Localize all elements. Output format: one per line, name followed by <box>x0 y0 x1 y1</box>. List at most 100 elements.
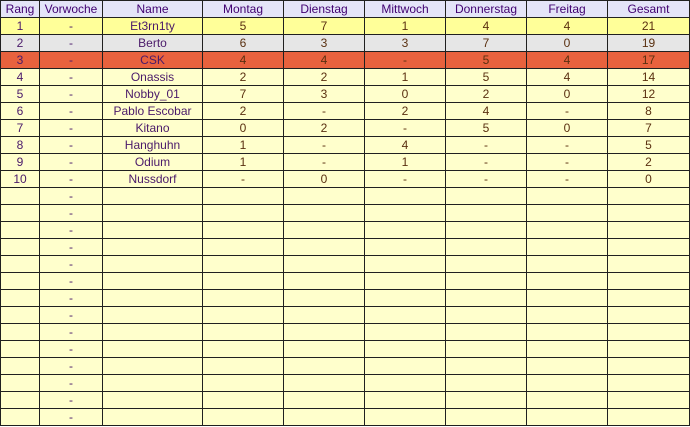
cell-name <box>102 408 203 426</box>
cell-name <box>102 323 203 341</box>
cell-thursday: 5 <box>445 51 527 69</box>
cell-rank <box>0 221 40 239</box>
cell-previous-week: - <box>39 238 103 256</box>
cell-tuesday: 4 <box>283 51 365 69</box>
cell-wednesday <box>364 374 446 392</box>
cell-monday: 2 <box>202 102 284 120</box>
cell-name: Nussdorf <box>102 170 203 188</box>
column-header-wednesday[interactable]: Mittwoch <box>364 0 446 18</box>
cell-friday <box>526 255 608 273</box>
cell-rank <box>0 306 40 324</box>
cell-friday: 4 <box>526 17 608 35</box>
column-header-monday[interactable]: Montag <box>202 0 284 18</box>
cell-previous-week: - <box>39 357 103 375</box>
cell-total <box>607 238 690 256</box>
cell-name: Odium <box>102 153 203 171</box>
table-row: 7- Kitano 0 2-5 0 7 <box>0 119 690 137</box>
cell-name: Kitano <box>102 119 203 137</box>
cell-rank: 3 <box>0 51 40 69</box>
cell-rank <box>0 255 40 273</box>
cell-friday <box>526 187 608 205</box>
cell-thursday: 5 <box>445 68 527 86</box>
cell-previous-week: - <box>39 204 103 222</box>
cell-friday: - <box>526 153 608 171</box>
cell-previous-week: - <box>39 68 103 86</box>
cell-friday <box>526 272 608 290</box>
cell-wednesday <box>364 187 446 205</box>
cell-previous-week: - <box>39 221 103 239</box>
cell-monday: 7 <box>202 85 284 103</box>
cell-thursday <box>445 238 527 256</box>
column-header-name[interactable]: Name <box>102 0 203 18</box>
cell-name <box>102 204 203 222</box>
cell-total: 5 <box>607 136 690 154</box>
cell-thursday <box>445 374 527 392</box>
cell-total <box>607 221 690 239</box>
cell-thursday <box>445 323 527 341</box>
cell-friday: - <box>526 136 608 154</box>
cell-wednesday <box>364 408 446 426</box>
table-row: - <box>0 340 690 358</box>
cell-previous-week: - <box>39 289 103 307</box>
cell-tuesday <box>283 238 365 256</box>
cell-monday <box>202 255 284 273</box>
cell-monday <box>202 340 284 358</box>
cell-tuesday <box>283 255 365 273</box>
cell-monday: - <box>202 170 284 188</box>
cell-tuesday <box>283 408 365 426</box>
cell-wednesday: - <box>364 170 446 188</box>
cell-previous-week: - <box>39 153 103 171</box>
cell-thursday <box>445 289 527 307</box>
cell-wednesday: 3 <box>364 34 446 52</box>
cell-wednesday: 2 <box>364 102 446 120</box>
cell-previous-week: - <box>39 85 103 103</box>
cell-name <box>102 187 203 205</box>
column-header-rank[interactable]: Rang <box>0 0 40 18</box>
cell-previous-week: - <box>39 340 103 358</box>
cell-rank: 1 <box>0 17 40 35</box>
cell-tuesday: - <box>283 102 365 120</box>
cell-total <box>607 374 690 392</box>
cell-thursday <box>445 272 527 290</box>
table-row: - <box>0 221 690 239</box>
cell-previous-week: - <box>39 119 103 137</box>
column-header-friday[interactable]: Freitag <box>526 0 608 18</box>
table-row: - <box>0 391 690 409</box>
column-header-tuesday[interactable]: Dienstag <box>283 0 365 18</box>
cell-thursday: 7 <box>445 34 527 52</box>
cell-wednesday: 4 <box>364 136 446 154</box>
cell-name <box>102 340 203 358</box>
cell-previous-week: - <box>39 323 103 341</box>
cell-tuesday <box>283 187 365 205</box>
cell-monday <box>202 187 284 205</box>
cell-thursday <box>445 306 527 324</box>
cell-rank: 4 <box>0 68 40 86</box>
cell-thursday: 4 <box>445 102 527 120</box>
cell-thursday <box>445 340 527 358</box>
cell-total <box>607 391 690 409</box>
cell-previous-week: - <box>39 255 103 273</box>
column-header-total[interactable]: Gesamt <box>607 0 690 18</box>
cell-previous-week: - <box>39 408 103 426</box>
table-row: - <box>0 374 690 392</box>
cell-previous-week: - <box>39 102 103 120</box>
header-row: Rang Vorwoche Name Montag Dienstag Mittwoch Do… <box>0 0 690 18</box>
table-row: - <box>0 204 690 222</box>
column-header-thursday[interactable]: Donnerstag <box>445 0 527 18</box>
cell-monday <box>202 238 284 256</box>
cell-name <box>102 221 203 239</box>
cell-monday <box>202 272 284 290</box>
column-header-previous-week[interactable]: Vorwoche <box>39 0 103 18</box>
cell-rank <box>0 204 40 222</box>
cell-rank <box>0 357 40 375</box>
cell-previous-week: - <box>39 391 103 409</box>
cell-tuesday: 2 <box>283 119 365 137</box>
cell-friday: - <box>526 170 608 188</box>
cell-rank: 6 <box>0 102 40 120</box>
cell-friday <box>526 340 608 358</box>
cell-wednesday: 1 <box>364 68 446 86</box>
cell-name: Pablo Escobar <box>102 102 203 120</box>
cell-monday: 1 <box>202 136 284 154</box>
cell-friday: 0 <box>526 85 608 103</box>
cell-total: 0 <box>607 170 690 188</box>
